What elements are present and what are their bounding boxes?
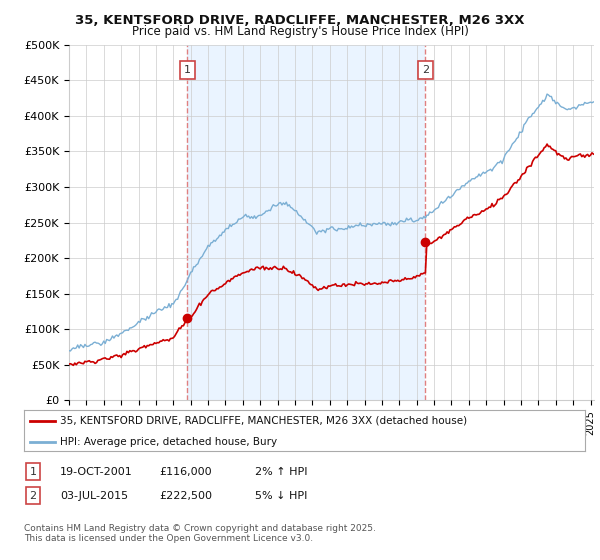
Text: 35, KENTSFORD DRIVE, RADCLIFFE, MANCHESTER, M26 3XX (detached house): 35, KENTSFORD DRIVE, RADCLIFFE, MANCHEST… bbox=[61, 416, 467, 426]
Text: 1: 1 bbox=[184, 65, 191, 74]
Text: 2: 2 bbox=[29, 491, 37, 501]
Text: 35, KENTSFORD DRIVE, RADCLIFFE, MANCHESTER, M26 3XX: 35, KENTSFORD DRIVE, RADCLIFFE, MANCHEST… bbox=[75, 14, 525, 27]
Text: 5% ↓ HPI: 5% ↓ HPI bbox=[255, 491, 307, 501]
Text: £222,500: £222,500 bbox=[159, 491, 212, 501]
Text: 19-OCT-2001: 19-OCT-2001 bbox=[60, 466, 133, 477]
Text: 2% ↑ HPI: 2% ↑ HPI bbox=[255, 466, 308, 477]
Text: HPI: Average price, detached house, Bury: HPI: Average price, detached house, Bury bbox=[61, 437, 278, 447]
Bar bbox=[187, 45, 425, 400]
Text: 1: 1 bbox=[29, 466, 37, 477]
Text: Contains HM Land Registry data © Crown copyright and database right 2025.
This d: Contains HM Land Registry data © Crown c… bbox=[24, 524, 376, 543]
Text: Price paid vs. HM Land Registry's House Price Index (HPI): Price paid vs. HM Land Registry's House … bbox=[131, 25, 469, 38]
Text: £116,000: £116,000 bbox=[159, 466, 212, 477]
Text: 03-JUL-2015: 03-JUL-2015 bbox=[60, 491, 128, 501]
Text: 2: 2 bbox=[422, 65, 429, 74]
